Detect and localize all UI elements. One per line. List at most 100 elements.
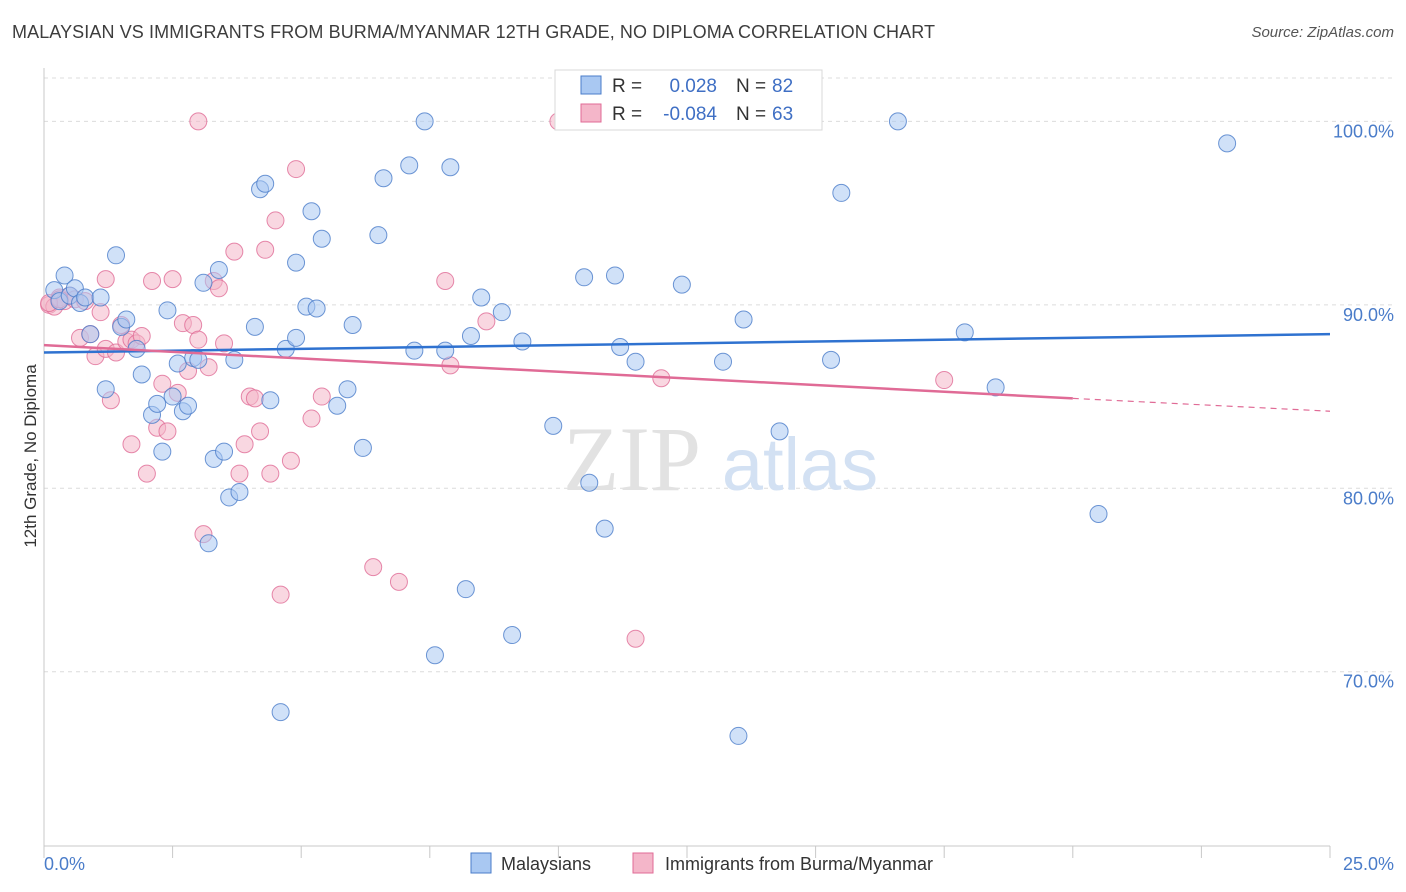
data-point-malaysians — [271, 703, 290, 722]
y-tick-label: 90.0% — [1343, 305, 1394, 325]
y-tick-label: 70.0% — [1343, 672, 1394, 692]
legend-swatch-malaysians — [470, 852, 492, 874]
watermark-atlas: atlas — [722, 423, 878, 506]
data-point-malaysians — [729, 726, 748, 745]
trendline-burma-extension — [1072, 397, 1331, 412]
data-point-burma — [189, 330, 208, 349]
x-axis-ticks — [43, 846, 1331, 858]
data-point-malaysians — [132, 365, 151, 384]
data-point-malaysians — [734, 310, 753, 329]
data-point-malaysians — [302, 202, 321, 221]
data-point-malaysians — [343, 315, 362, 334]
data-point-malaysians — [230, 482, 249, 501]
data-point-burma — [143, 271, 162, 290]
legend-swatch-burma — [632, 852, 654, 874]
data-point-malaysians — [605, 266, 624, 285]
stats-n-value-blue: 82 — [772, 76, 793, 97]
data-point-burma — [261, 464, 280, 483]
data-point-burma — [96, 270, 115, 289]
data-point-malaysians — [338, 380, 357, 399]
data-point-malaysians — [312, 229, 331, 248]
data-point-burma — [477, 312, 496, 331]
stats-swatch-pink — [580, 103, 602, 123]
data-point-malaysians — [441, 158, 460, 177]
legend-label-malaysians: Malaysians — [501, 854, 591, 874]
legend: Malaysians Immigrants from Burma/Myanmar — [470, 852, 933, 874]
data-point-burma — [225, 242, 244, 261]
data-point-burma — [122, 435, 141, 454]
data-point-malaysians — [415, 112, 434, 131]
data-point-malaysians — [1218, 134, 1237, 153]
data-point-burma — [256, 240, 275, 259]
data-point-burma — [158, 422, 177, 441]
data-point-malaysians — [245, 317, 264, 336]
data-point-burma — [235, 435, 254, 454]
data-point-malaysians — [353, 438, 372, 457]
data-point-burma — [626, 629, 645, 648]
stats-n-value-pink: 63 — [772, 104, 793, 125]
data-point-malaysians — [472, 288, 491, 307]
y-axis-label: 12th Grade, No Diploma — [21, 364, 40, 548]
trendline-malaysians — [43, 332, 1331, 354]
stats-r-label-pink: R = — [612, 104, 642, 125]
data-point-malaysians — [822, 350, 841, 369]
data-point-malaysians — [544, 416, 563, 435]
x-tick-label-max: 25.0% — [1343, 854, 1394, 874]
data-point-malaysians — [76, 288, 95, 307]
data-point-malaysians — [436, 341, 455, 360]
data-point-malaysians — [456, 580, 475, 599]
data-point-burma — [189, 112, 208, 131]
data-point-malaysians — [595, 519, 614, 538]
y-tick-label: 80.0% — [1343, 488, 1394, 508]
data-point-malaysians — [770, 422, 789, 441]
data-point-malaysians — [287, 253, 306, 272]
data-point-malaysians — [580, 473, 599, 492]
data-point-malaysians — [626, 352, 645, 371]
data-point-malaysians — [96, 380, 115, 399]
watermark-zip: ZIP — [563, 408, 701, 510]
data-point-malaysians — [672, 275, 691, 294]
stats-swatch-blue — [580, 75, 602, 95]
data-point-malaysians — [714, 352, 733, 371]
data-point-malaysians — [91, 288, 110, 307]
data-point-malaysians — [888, 112, 907, 131]
data-point-malaysians — [107, 246, 126, 265]
data-point-malaysians — [117, 310, 136, 329]
grid-lines — [44, 77, 1394, 673]
stats-r-value-blue: 0.028 — [669, 76, 717, 97]
data-point-burma — [287, 160, 306, 179]
data-point-malaysians — [199, 534, 218, 553]
data-point-burma — [230, 464, 249, 483]
trend-lines — [43, 332, 1331, 412]
data-point-malaysians — [575, 268, 594, 287]
data-point-burma — [364, 558, 383, 577]
data-point-malaysians — [307, 299, 326, 318]
data-point-malaysians — [163, 387, 182, 406]
data-point-malaysians — [55, 266, 74, 285]
data-point-burma — [436, 271, 455, 290]
data-point-malaysians — [986, 378, 1005, 397]
data-point-malaysians — [179, 396, 198, 415]
stats-r-label-blue: R = — [612, 76, 642, 97]
data-point-burma — [209, 279, 228, 298]
data-point-malaysians — [492, 303, 511, 322]
data-point-burma — [302, 409, 321, 428]
x-tick-label-min: 0.0% — [44, 854, 85, 874]
data-point-malaysians — [153, 442, 172, 461]
data-point-malaysians — [158, 301, 177, 320]
data-point-malaysians — [513, 332, 532, 351]
stats-n-label-pink: N = — [736, 104, 766, 125]
data-point-malaysians — [503, 626, 522, 645]
data-point-malaysians — [209, 260, 228, 279]
data-point-malaysians — [374, 169, 393, 188]
data-point-burma — [935, 371, 954, 390]
data-point-malaysians — [328, 396, 347, 415]
data-point-malaysians — [148, 394, 167, 413]
data-point-malaysians — [611, 338, 630, 357]
data-point-burma — [271, 585, 290, 604]
data-point-malaysians — [168, 354, 187, 373]
trendline-burma — [43, 343, 1073, 400]
chart-title: MALAYSIAN VS IMMIGRANTS FROM BURMA/MYANM… — [12, 22, 936, 42]
source-label: Source: ZipAtlas.com — [1251, 24, 1394, 41]
